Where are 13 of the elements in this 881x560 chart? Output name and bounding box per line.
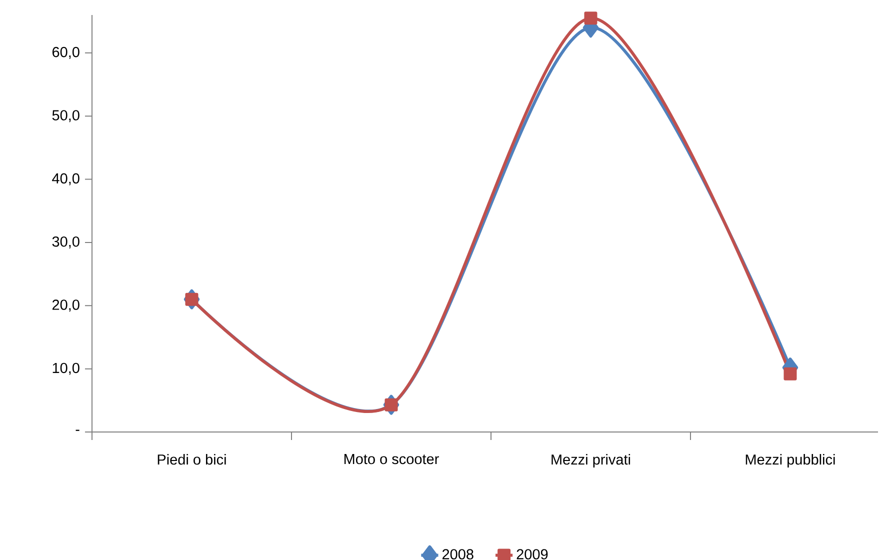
y-tick-label: 10,0 bbox=[52, 362, 80, 375]
y-tick-label: 60,0 bbox=[52, 46, 80, 59]
y-tick-label: 30,0 bbox=[52, 236, 80, 248]
x-tick-label: Moto o scooter bbox=[344, 454, 439, 464]
y-tick-label: 40,0 bbox=[52, 173, 80, 186]
y-tick-label: 20,0 bbox=[52, 300, 80, 312]
legend-label: 2009 bbox=[516, 549, 548, 560]
legend-label: 2008 bbox=[442, 549, 474, 560]
y-tick-label: - bbox=[76, 430, 80, 431]
x-tick-label: Piedi o bici bbox=[158, 454, 226, 465]
y-tick-label: 50,0 bbox=[52, 110, 80, 122]
x-tick-label: Mezzi privati bbox=[552, 454, 630, 468]
x-tick-label: Mezzi pubblici bbox=[746, 454, 835, 468]
